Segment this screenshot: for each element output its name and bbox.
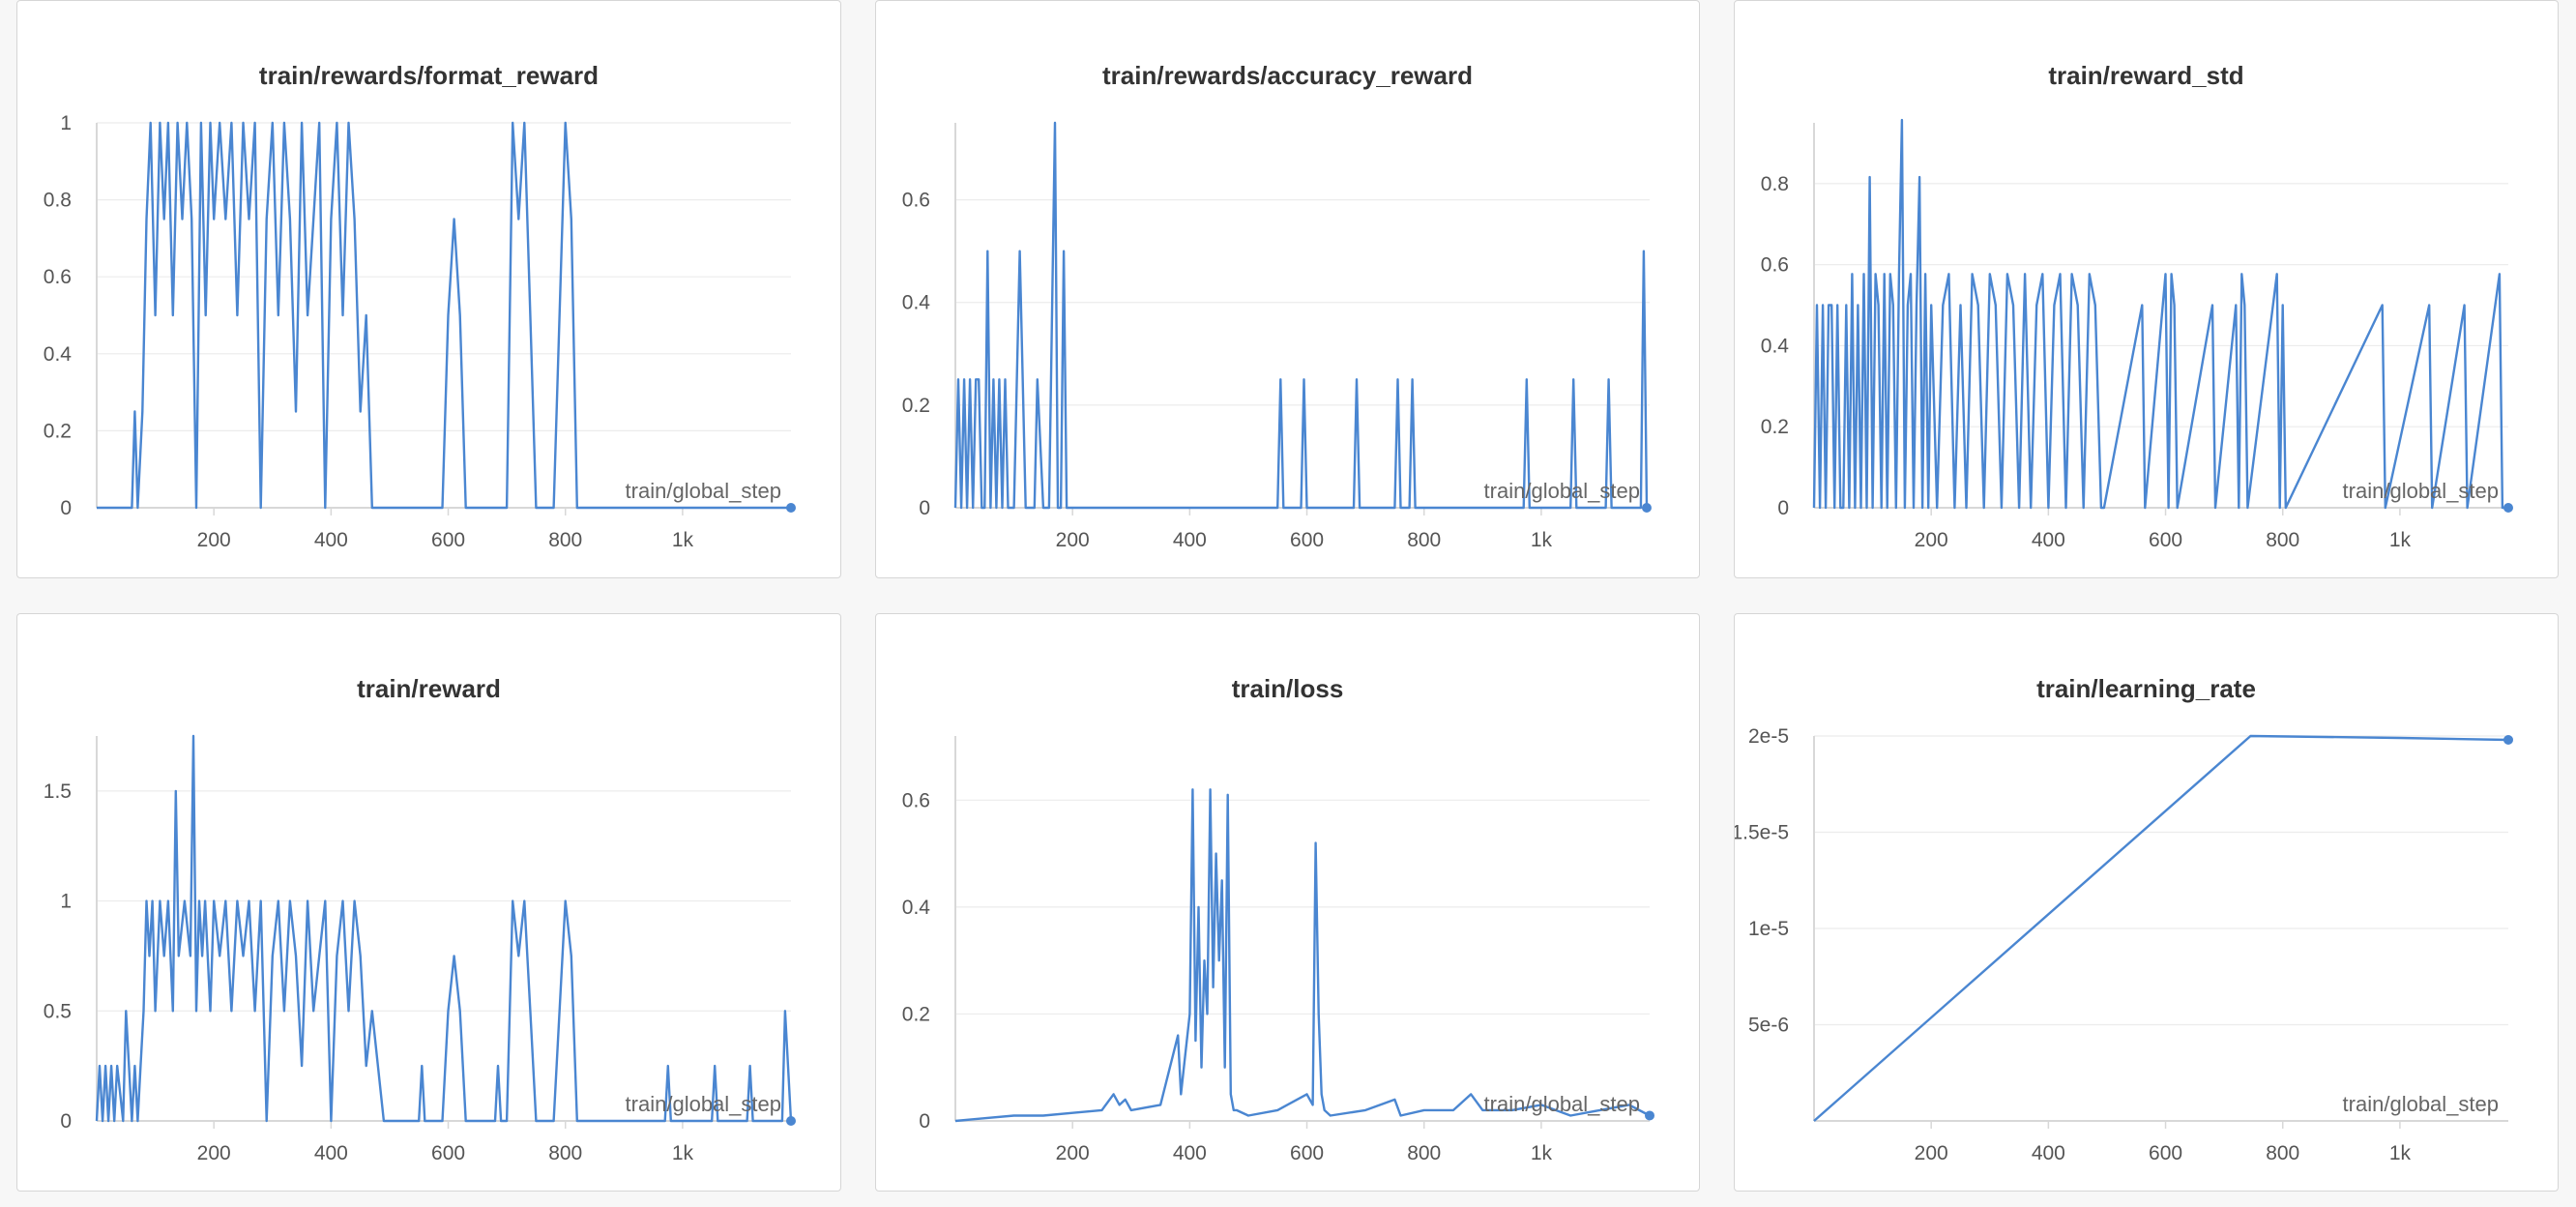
y-tick-label: 0.4 [44,343,73,366]
y-tick-label: 0.4 [1761,335,1790,357]
series-line [95,734,793,1123]
x-tick-label: 600 [2149,1142,2182,1164]
x-tick-label: 800 [1407,529,1441,551]
x-tick-label: 600 [431,1142,465,1164]
y-tick-label: 0.8 [1761,173,1789,195]
y-tick-label: 0.8 [44,190,72,212]
y-tick-label: 0 [60,497,72,519]
x-tick-label: 200 [197,529,231,551]
y-tick-label: 1.5 [44,780,72,803]
y-tick-label: 0 [919,497,930,519]
chart-panel-loss: train/loss 0 0.2 0.4 0.6 200 400 600 800 1k train… [875,613,1700,1192]
x-tick-label: 1k [2389,529,2412,551]
chart-panel-reward: train/reward 0 0.5 1 1.5 200 400 600 800 1k train… [16,613,841,1192]
y-tick-label: 1e-5 [1748,918,1789,940]
series-endpoint [786,1116,796,1126]
series-line [1812,118,2508,510]
series-endpoint [1645,1110,1654,1121]
y-tick-label: 0.6 [902,190,930,212]
x-tick-label: 800 [2266,1142,2299,1164]
y-tick-label: 0.4 [902,897,931,919]
y-tick-label: 0 [1777,497,1789,519]
x-tick-label: 800 [2266,529,2299,551]
x-tick-label: 400 [314,1142,348,1164]
x-tick-label: 600 [2149,529,2182,551]
x-tick-label: 1k [1531,529,1553,551]
chart-svg[interactable]: 0 0.5 1 1.5 200 400 600 800 1k train/global_step [17,614,842,1192]
x-tick-label: 1k [2389,1142,2412,1164]
chart-panel-learning-rate: train/learning_rate 5e-6 1e-5 1.5e-5 2e-5 20… [1734,613,2559,1192]
chart-svg[interactable]: 0 0.2 0.4 0.6 200 400 600 800 1k train/global_ste… [876,614,1701,1192]
x-tick-label: 400 [314,529,348,551]
chart-svg[interactable]: 5e-6 1e-5 1.5e-5 2e-5 200 400 600 800 1k train/gl… [1735,614,2560,1192]
y-tick-label: 0.6 [902,789,930,811]
y-tick-label: 0 [919,1110,930,1133]
series-line [97,121,791,510]
x-tick-label: 800 [1407,1142,1441,1164]
x-tick-label: 600 [1290,529,1324,551]
series-endpoint [2503,503,2513,513]
chart-title: train/learning_rate [2036,674,2256,703]
series-line [953,121,1649,510]
x-axis-label: train/global_step [2343,1092,2499,1116]
x-tick-label: 200 [1056,1142,1090,1164]
x-tick-label: 200 [1056,529,1090,551]
x-tick-label: 600 [1290,1142,1324,1164]
x-tick-label: 1k [672,529,694,551]
y-tick-label: 0.2 [902,1003,930,1025]
x-tick-label: 1k [1531,1142,1553,1164]
x-tick-label: 400 [1173,1142,1207,1164]
x-tick-label: 200 [197,1142,231,1164]
chart-svg[interactable]: 0 0.2 0.4 0.6 200 400 600 800 1k train/global_ste… [876,1,1701,579]
x-tick-label: 400 [1173,529,1207,551]
x-axis-label: train/global_step [1484,479,1640,503]
chart-title: train/loss [1231,674,1344,703]
y-tick-label: 0 [60,1110,72,1133]
chart-title: train/rewards/accuracy_reward [1102,61,1473,90]
x-tick-label: 200 [1915,1142,1948,1164]
series-line [1813,734,2509,1122]
y-tick-label: 1 [60,112,72,134]
y-tick-label: 0.2 [1761,416,1789,438]
x-tick-label: 400 [2032,1142,2065,1164]
y-tick-label: 0.2 [44,420,72,442]
y-tick-label: 0.4 [902,292,931,314]
y-tick-label: 0.2 [902,395,930,417]
chart-panel-reward-std: train/reward_std 0 0.2 0.4 0.6 0.8 200 400 600 8… [1734,0,2559,578]
series-endpoint [2503,734,2513,745]
y-tick-label: 0.6 [44,266,72,288]
chart-panel-format-reward: train/rewards/format_reward 0 0.2 0.4 0.6 0.… [16,0,841,578]
y-tick-label: 1 [60,891,72,913]
chart-panel-accuracy-reward: train/rewards/accuracy_reward 0 0.2 0.4 0.6… [875,0,1700,578]
chart-title: train/reward [357,674,501,703]
y-tick-label: 2e-5 [1748,725,1789,748]
x-tick-label: 400 [2032,529,2065,551]
chart-title: train/rewards/format_reward [258,61,600,90]
y-tick-label: 5e-6 [1748,1015,1789,1037]
x-axis-label: train/global_step [1484,1092,1640,1116]
series-endpoint [786,503,796,513]
x-axis-label: train/global_step [2343,479,2499,503]
chart-svg[interactable]: 0 0.2 0.4 0.6 0.8 1 200 400 600 800 1k train/global… [17,1,842,579]
y-tick-label: 0.5 [44,1000,72,1022]
x-tick-label: 800 [548,529,582,551]
x-tick-label: 200 [1915,529,1948,551]
chart-svg[interactable]: 0 0.2 0.4 0.6 0.8 200 400 600 800 1k train/global_… [1735,1,2560,579]
x-axis-label: train/global_step [626,1092,781,1116]
x-tick-label: 800 [548,1142,582,1164]
y-tick-label: 1.5e-5 [1735,822,1789,844]
series-endpoint [1641,503,1652,513]
x-tick-label: 600 [431,529,465,551]
x-tick-label: 1k [672,1142,694,1164]
x-axis-label: train/global_step [626,479,781,503]
series-line [954,788,1651,1123]
y-tick-label: 0.6 [1761,254,1789,277]
chart-title: train/reward_std [2048,61,2244,90]
